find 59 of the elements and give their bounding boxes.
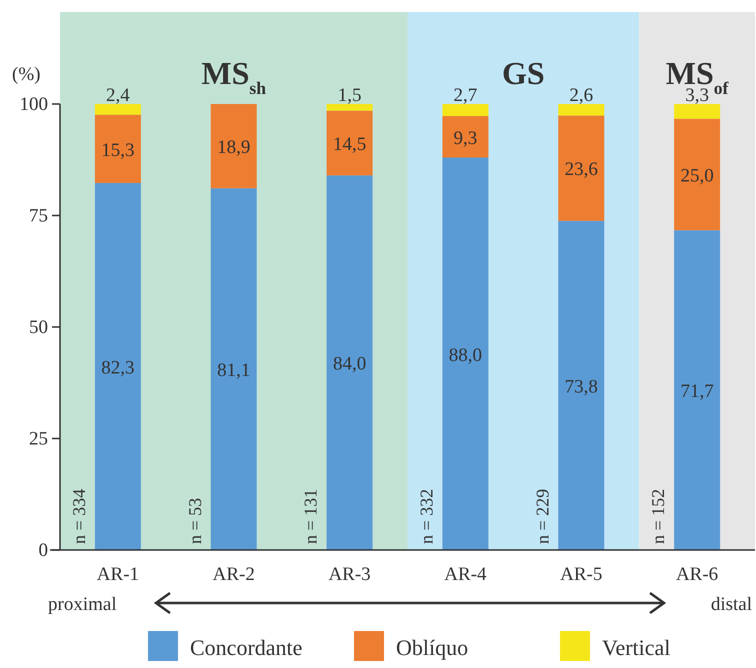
bar	[94, 104, 141, 115]
data-label: 9,3	[454, 128, 478, 149]
legend-label: Oblíquo	[396, 635, 468, 660]
data-label: 3,3	[685, 85, 709, 106]
y-axis-title: (%)	[12, 64, 40, 85]
bar	[442, 158, 488, 550]
annotation: n = 131	[300, 488, 321, 544]
annotation: n = 332	[416, 488, 436, 544]
bar	[210, 188, 257, 550]
data-label: 73,8	[564, 376, 598, 398]
data-label: 14,5	[332, 134, 366, 156]
x-tick-label: AR-3	[328, 564, 371, 585]
data-label: 81,1	[217, 360, 250, 382]
legend-label: Vertical	[602, 635, 670, 660]
bar	[558, 220, 604, 550]
band-label: MS$_{sh}$	[201, 55, 266, 98]
bar	[94, 182, 141, 550]
y-tick-label: 100	[20, 94, 48, 115]
bar	[94, 114, 141, 183]
bar	[442, 116, 488, 158]
y-tick-label: 75	[29, 206, 48, 226]
data-label: 2,7	[454, 85, 478, 106]
data-label: 18,9	[217, 137, 250, 158]
bar	[674, 230, 720, 550]
data-label: 2,6	[569, 85, 594, 106]
data-label: 84,0	[332, 354, 366, 375]
band-label: GS	[502, 55, 545, 91]
annotation: n = 334	[68, 488, 89, 544]
x-tick-label: AR-5	[560, 564, 602, 585]
y-tick-label: 50	[29, 317, 48, 338]
data-label: 25,0	[680, 165, 714, 186]
data-label: 2,4	[106, 85, 130, 106]
text: distal	[710, 594, 752, 615]
data-label: 82,3	[101, 357, 135, 378]
y-tick-label: 0	[38, 540, 48, 561]
x-tick-label: AR-6	[676, 564, 718, 585]
x-tick-label: AR-1	[96, 564, 140, 585]
bar	[326, 175, 373, 550]
data-label: 71,7	[680, 381, 714, 402]
annotation: n = 53	[184, 498, 205, 544]
x-tick-label: AR-2	[212, 564, 255, 585]
annotation: n = 152	[648, 488, 668, 544]
data-label: 15,3	[101, 140, 135, 161]
data-label: 23,6	[564, 159, 598, 180]
annotation: n = 229	[532, 488, 552, 544]
bar	[326, 104, 373, 111]
bar	[558, 116, 604, 221]
bar	[674, 118, 720, 230]
legend-label: Concordante	[190, 635, 302, 660]
x-tick-label: AR-4	[444, 564, 488, 585]
bar	[442, 104, 488, 116]
bar	[210, 104, 257, 188]
bar	[674, 104, 720, 119]
y-tick-label: 25	[29, 428, 48, 450]
data-label: 1,5	[338, 85, 362, 106]
data-label: 88,0	[448, 344, 482, 366]
text: proximal	[48, 594, 117, 615]
bar	[558, 104, 604, 116]
bar	[326, 110, 373, 176]
